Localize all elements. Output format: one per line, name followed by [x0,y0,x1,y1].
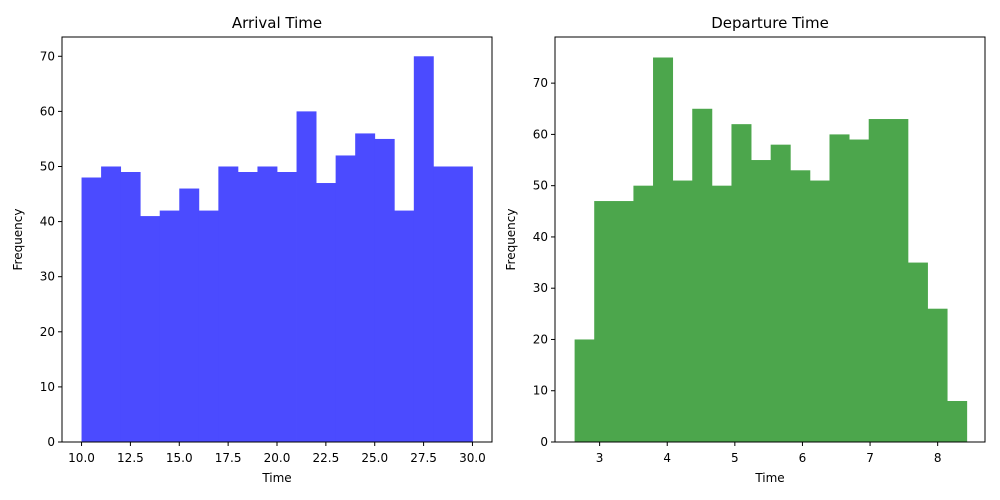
chart-2-bar [947,400,968,442]
chart-1-bar [218,166,239,442]
chart-1-x-tick-label: 27.5 [410,451,437,465]
chart-2-x-tick-label: 4 [663,451,671,465]
chart-2-y-tick-label: 0 [540,435,548,449]
chart-1-bar [140,216,161,442]
chart-2-y-axis-label: Frequency [504,209,518,271]
chart-1-y-tick-label: 0 [47,435,55,449]
chart-1-x-axis-label: Time [261,471,291,485]
chart-1-y-tick-label: 20 [40,325,55,339]
chart-2-y-tick-label: 70 [533,76,548,90]
chart-2-bar [633,185,654,442]
chart-2-bar [613,201,634,442]
chart-2-bar [692,108,713,442]
chart-1-bar [374,138,395,442]
chart-1-bar [179,188,200,442]
chart-2-x-axis-label: Time [754,471,784,485]
chart-2-bar [927,308,948,442]
chart-2-title: Departure Time [711,14,829,32]
chart-2-bar [594,201,615,442]
chart-1-bar [198,210,219,442]
chart-2-y-tick-label: 40 [533,230,548,244]
chart-1-y-axis-label: Frequency [11,209,25,271]
chart-1-title: Arrival Time [232,14,322,32]
chart-2-bar [672,180,693,442]
chart-2-bar [849,139,870,442]
chart-1-x-tick-label: 15.0 [166,451,193,465]
chart-1-bar [159,210,180,442]
chart-2-bar [907,262,928,442]
chart-1: 10.0 12.5 15.0 17.5 20.0 22.5 25.0 27.5 30.0 0 10 2… [11,14,493,485]
chart-1-y-tick-label: 70 [40,49,55,63]
chart-2-y-tick-label: 20 [533,332,548,346]
chart-2-bar [574,339,595,442]
chart-1-x-tick-label: 22.5 [313,451,340,465]
chart-1-x-tick-label: 25.0 [361,451,388,465]
chart-2-y-tick-label: 60 [533,127,548,141]
chart-1-bar [101,166,122,442]
chart-1-bar [296,111,317,442]
chart-2-bar [790,170,811,442]
chart-1-bar [316,183,337,443]
chart-2: 3 4 5 6 7 8 0 10 20 30 40 50 60 70 Departure Time Time F… [504,14,986,485]
chart-1-bar [355,133,376,442]
chart-1-bar [237,172,258,442]
chart-1-x-tick-label: 30.0 [459,451,486,465]
chart-1-x-tick-label: 12.5 [117,451,144,465]
chart-2-bar [711,185,732,442]
chart-2-bar [731,124,752,442]
chart-2-bar [770,144,791,442]
chart-1-bar [277,172,297,442]
chart-2-axes-frame [554,36,986,443]
chart-1-bar [413,56,434,443]
chart-2-x-tick-label: 5 [731,451,739,465]
chart-1-bar [335,155,356,442]
chart-1-bar [452,166,473,442]
chart-1-bar [81,177,102,443]
chart-2-x-tick-label: 3 [596,451,604,465]
chart-2-bar [868,119,889,442]
chart-1-y-tick-label: 60 [40,104,55,118]
chart-2-bar [829,134,850,442]
chart-1-y-tick-label: 30 [40,270,55,284]
chart-1-y-tick-label: 10 [40,380,55,394]
chart-2-x-tick-label: 8 [934,451,942,465]
chart-2-y-tick-label: 50 [533,179,548,193]
chart-2-y-tick-label: 30 [533,281,548,295]
chart-1-y-tick-label: 40 [40,215,55,229]
chart-1-bar [433,166,454,442]
chart-2-y-tick-label: 10 [533,384,548,398]
chart-2-x-tick-label: 6 [799,451,807,465]
chart-1-x-tick-label: 10.0 [68,451,95,465]
chart-2-x-tick-label: 7 [866,451,874,465]
chart-2-bar [751,160,772,443]
chart-2-bar [653,57,674,443]
chart-2-bar [809,180,830,442]
chart-1-x-tick-label: 20.0 [264,451,291,465]
chart-1-bar [120,172,141,442]
chart-2-bar [888,119,909,442]
chart-1-x-tick-label: 17.5 [215,451,242,465]
chart-1-bar [257,166,278,442]
chart-1-bar [394,210,415,442]
chart-1-y-tick-label: 50 [40,159,55,173]
